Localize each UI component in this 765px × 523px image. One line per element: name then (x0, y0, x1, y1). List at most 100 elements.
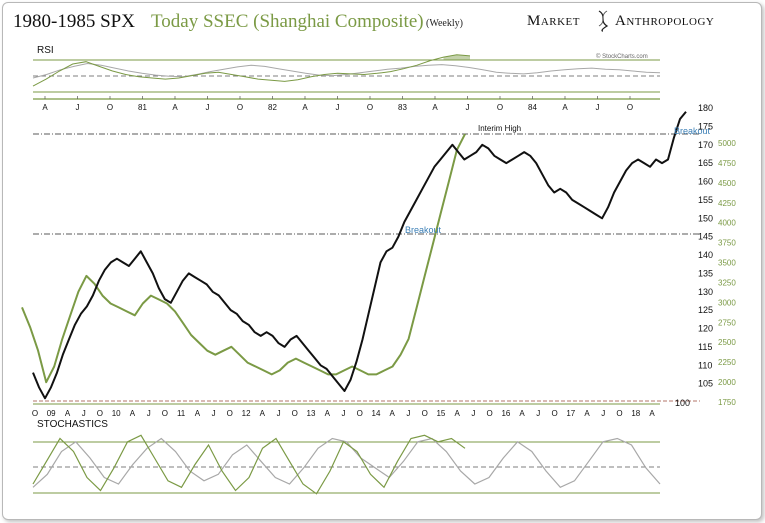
top-axis-label: O (107, 103, 113, 112)
annotation-breakout-ssec: Breakout (405, 225, 442, 235)
spx-tick-label: 140 (698, 250, 713, 260)
bottom-axis-label: 15 (436, 409, 445, 418)
stockcharts-credit: © StockCharts.com (596, 53, 648, 60)
top-axis-label: O (497, 103, 503, 112)
bottom-axis-label: J (342, 409, 346, 418)
spx-tick-label: 130 (698, 287, 713, 297)
bottom-axis-label: J (471, 409, 475, 418)
rsi-spx-line (32, 62, 661, 79)
spx-tick-label: 180 (698, 103, 713, 113)
top-date-axis: A J O 81 A J O 82 A J O 83 A J O 84 A J O (33, 96, 660, 112)
spx-axis: 105 110 115 120 125 130 135 140 145 150 155 160 165 1… (675, 103, 713, 408)
bottom-axis-label: 16 (501, 409, 510, 418)
bottom-axis-label: A (390, 409, 396, 418)
ssec-tick-label: 3750 (718, 239, 736, 248)
bottom-axis-label: J (147, 409, 151, 418)
ssec-tick-label: 2000 (718, 378, 736, 387)
bottom-axis-label: O (551, 409, 557, 418)
bottom-axis-label: 10 (112, 409, 121, 418)
annotation-breakout-spx: Breakout (674, 126, 711, 136)
spx-price-line (32, 111, 687, 400)
spx-tick-label: 100 (675, 398, 690, 408)
bottom-axis-label: J (82, 409, 86, 418)
bottom-axis-label: 13 (307, 409, 316, 418)
annotation-interim-high: Interim High (478, 124, 521, 133)
top-axis-label: 84 (528, 103, 537, 112)
spx-tick-label: 155 (698, 195, 713, 205)
chart-title-weekly: (Weekly) (426, 18, 463, 29)
top-axis-label: J (466, 103, 470, 112)
ssec-tick-label: 3500 (718, 259, 736, 268)
spx-tick-label: 165 (698, 158, 713, 168)
logo-text-anthropology: Anthropology (615, 13, 715, 29)
bottom-axis-label: A (519, 409, 525, 418)
spx-tick-label: 110 (698, 360, 712, 370)
bottom-axis-label: O (616, 409, 622, 418)
bottom-axis-label: J (212, 409, 216, 418)
bottom-axis-label: A (649, 409, 655, 418)
bottom-date-axis: O 09 A J O 10 A J O 11 A J O 12 A J O 13 A J O 14 A J O 15 A J O 16 A J… (32, 403, 660, 418)
stochastics-label: STOCHASTICS (37, 419, 108, 430)
ssec-tick-label: 4250 (718, 199, 736, 208)
main-panel: Interim High Breakout Breakout 105 110 115… (21, 103, 736, 408)
ssec-price-line (21, 133, 466, 384)
top-axis-label: O (237, 103, 243, 112)
ssec-tick-label: 5000 (718, 139, 736, 148)
top-axis-label: 82 (268, 103, 277, 112)
bottom-axis-label: J (601, 409, 605, 418)
logo-text-market: Market (527, 13, 581, 29)
ssec-tick-label: 1750 (718, 398, 736, 407)
bottom-axis-label: J (406, 409, 410, 418)
top-axis-label: 83 (398, 103, 407, 112)
chart-title-spx: 1980-1985 SPX (13, 11, 135, 32)
bottom-axis-label: 17 (566, 409, 575, 418)
ssec-tick-label: 2250 (718, 358, 736, 367)
spx-tick-label: 170 (698, 140, 713, 150)
rsi-panel: RSI © StockCharts.com (32, 45, 661, 93)
rsi-label: RSI (37, 45, 54, 56)
top-axis-label: J (336, 103, 340, 112)
ssec-axis: 1750 2000 2250 2500 2750 3000 3250 3500 3750 4000… (718, 139, 736, 407)
bottom-axis-label: O (227, 409, 233, 418)
bottom-axis-label: A (65, 409, 71, 418)
stoch-spx-line (32, 437, 661, 489)
top-axis-label: A (432, 103, 438, 112)
stochastics-panel: STOCHASTICS (32, 419, 661, 495)
spx-tick-label: 115 (698, 342, 712, 352)
bottom-axis-label: A (130, 409, 136, 418)
top-axis-label: A (562, 103, 568, 112)
spx-tick-label: 120 (698, 324, 713, 334)
bottom-axis-label: O (486, 409, 492, 418)
bottom-axis-label: J (277, 409, 281, 418)
top-axis-label: J (206, 103, 210, 112)
bottom-axis-label: O (422, 409, 428, 418)
bottom-axis-label: 11 (177, 409, 186, 418)
spx-tick-label: 145 (698, 232, 713, 242)
top-axis-label: A (42, 103, 48, 112)
rsi-ssec-line (32, 54, 471, 87)
ssec-tick-label: 2500 (718, 338, 736, 347)
top-axis-label: J (76, 103, 80, 112)
spx-tick-label: 135 (698, 268, 713, 278)
bottom-axis-label: O (162, 409, 168, 418)
top-axis-label: A (302, 103, 308, 112)
bottom-axis-label: O (357, 409, 363, 418)
spx-tick-label: 105 (698, 379, 713, 389)
ssec-tick-label: 4000 (718, 219, 736, 228)
bottom-axis-label: 09 (47, 409, 56, 418)
bottom-axis-label: A (455, 409, 461, 418)
top-axis-label: A (172, 103, 178, 112)
bottom-axis-label: 14 (372, 409, 381, 418)
ssec-tick-label: 4500 (718, 179, 736, 188)
top-axis-label: O (627, 103, 633, 112)
bottom-axis-label: A (325, 409, 331, 418)
bottom-axis-label: A (584, 409, 590, 418)
spx-tick-label: 125 (698, 305, 713, 315)
spx-tick-label: 160 (698, 177, 713, 187)
dna-helix-icon (597, 10, 609, 32)
bottom-axis-label: O (97, 409, 103, 418)
ssec-tick-label: 3250 (718, 279, 736, 288)
bottom-axis-label: A (195, 409, 201, 418)
